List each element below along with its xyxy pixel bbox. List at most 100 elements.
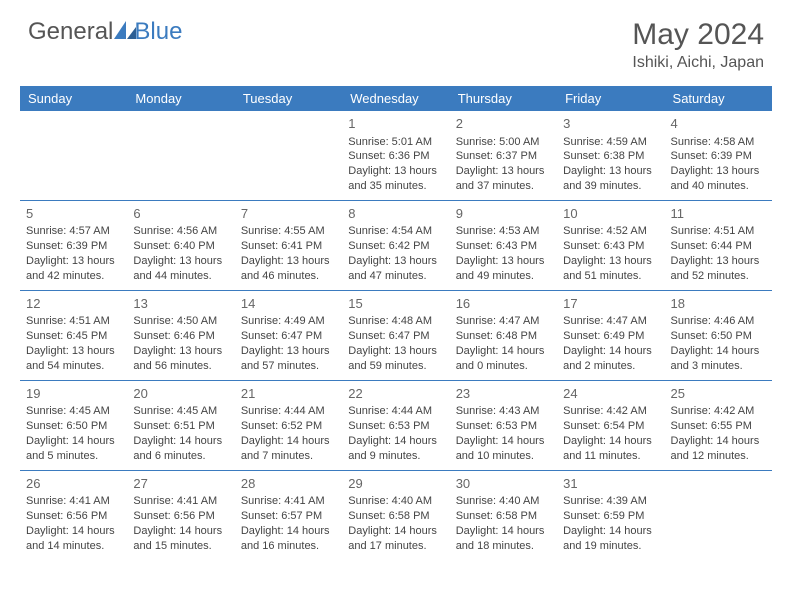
cell-text: and 14 minutes. xyxy=(26,539,121,554)
day-number: 27 xyxy=(133,475,228,493)
day-number: 13 xyxy=(133,295,228,313)
location-label: Ishiki, Aichi, Japan xyxy=(632,54,764,72)
cell-text: Sunrise: 4:51 AM xyxy=(671,224,766,239)
cell-text: Sunset: 6:40 PM xyxy=(133,239,228,254)
day-number: 16 xyxy=(456,295,551,313)
cell-text: Sunrise: 4:47 AM xyxy=(563,314,658,329)
day-number: 7 xyxy=(241,205,336,223)
cell-text: Sunset: 6:57 PM xyxy=(241,509,336,524)
calendar-cell: 29Sunrise: 4:40 AMSunset: 6:58 PMDayligh… xyxy=(342,470,449,559)
cell-text: Sunset: 6:38 PM xyxy=(563,149,658,164)
cell-text: Daylight: 14 hours xyxy=(133,524,228,539)
cell-text: Sunrise: 4:49 AM xyxy=(241,314,336,329)
cell-text: Daylight: 14 hours xyxy=(563,524,658,539)
cell-text: Sunset: 6:51 PM xyxy=(133,419,228,434)
cell-text: Sunrise: 4:59 AM xyxy=(563,135,658,150)
calendar-week-row: 5Sunrise: 4:57 AMSunset: 6:39 PMDaylight… xyxy=(20,200,772,290)
calendar-body: 1Sunrise: 5:01 AMSunset: 6:36 PMDaylight… xyxy=(20,111,772,560)
day-header: Thursday xyxy=(450,86,557,111)
calendar-cell: 2Sunrise: 5:00 AMSunset: 6:37 PMDaylight… xyxy=(450,111,557,200)
cell-text: and 6 minutes. xyxy=(133,449,228,464)
day-number: 30 xyxy=(456,475,551,493)
cell-text: Sunset: 6:43 PM xyxy=(563,239,658,254)
cell-text: Sunset: 6:56 PM xyxy=(133,509,228,524)
day-number: 18 xyxy=(671,295,766,313)
cell-text: Daylight: 13 hours xyxy=(563,254,658,269)
cell-text: Sunset: 6:54 PM xyxy=(563,419,658,434)
cell-text: and 44 minutes. xyxy=(133,269,228,284)
cell-text: and 16 minutes. xyxy=(241,539,336,554)
day-number: 19 xyxy=(26,385,121,403)
cell-text: Daylight: 14 hours xyxy=(26,524,121,539)
cell-text: Daylight: 13 hours xyxy=(348,164,443,179)
cell-text: and 19 minutes. xyxy=(563,539,658,554)
cell-text: Sunset: 6:50 PM xyxy=(26,419,121,434)
calendar-cell: 16Sunrise: 4:47 AMSunset: 6:48 PMDayligh… xyxy=(450,290,557,380)
cell-text: Daylight: 14 hours xyxy=(133,434,228,449)
calendar-cell: 31Sunrise: 4:39 AMSunset: 6:59 PMDayligh… xyxy=(557,470,664,559)
day-header: Friday xyxy=(557,86,664,111)
cell-text: Sunset: 6:59 PM xyxy=(563,509,658,524)
cell-text: Daylight: 14 hours xyxy=(456,344,551,359)
cell-text: Sunrise: 4:44 AM xyxy=(348,404,443,419)
cell-text: and 12 minutes. xyxy=(671,449,766,464)
cell-text: Daylight: 13 hours xyxy=(26,254,121,269)
calendar-head: SundayMondayTuesdayWednesdayThursdayFrid… xyxy=(20,86,772,111)
cell-text: and 7 minutes. xyxy=(241,449,336,464)
cell-text: and 42 minutes. xyxy=(26,269,121,284)
calendar-cell: 12Sunrise: 4:51 AMSunset: 6:45 PMDayligh… xyxy=(20,290,127,380)
cell-text: Sunset: 6:50 PM xyxy=(671,329,766,344)
cell-text: Daylight: 14 hours xyxy=(348,524,443,539)
cell-text: Daylight: 13 hours xyxy=(241,254,336,269)
day-number: 2 xyxy=(456,115,551,133)
cell-text: Sunrise: 4:41 AM xyxy=(241,494,336,509)
calendar-cell: 21Sunrise: 4:44 AMSunset: 6:52 PMDayligh… xyxy=(235,380,342,470)
cell-text: Sunrise: 4:42 AM xyxy=(563,404,658,419)
day-number: 17 xyxy=(563,295,658,313)
cell-text: and 40 minutes. xyxy=(671,179,766,194)
cell-text: and 49 minutes. xyxy=(456,269,551,284)
cell-text: and 2 minutes. xyxy=(563,359,658,374)
day-number: 15 xyxy=(348,295,443,313)
calendar-cell: 18Sunrise: 4:46 AMSunset: 6:50 PMDayligh… xyxy=(665,290,772,380)
calendar-cell: 8Sunrise: 4:54 AMSunset: 6:42 PMDaylight… xyxy=(342,200,449,290)
cell-text: Sunrise: 4:53 AM xyxy=(456,224,551,239)
day-number: 24 xyxy=(563,385,658,403)
calendar-table: SundayMondayTuesdayWednesdayThursdayFrid… xyxy=(20,86,772,560)
cell-text: Sunset: 6:53 PM xyxy=(348,419,443,434)
calendar-cell: 5Sunrise: 4:57 AMSunset: 6:39 PMDaylight… xyxy=(20,200,127,290)
cell-text: Sunrise: 4:58 AM xyxy=(671,135,766,150)
day-number: 12 xyxy=(26,295,121,313)
cell-text: Sunset: 6:43 PM xyxy=(456,239,551,254)
logo-text-blue: Blue xyxy=(134,18,182,45)
cell-text: Sunset: 6:36 PM xyxy=(348,149,443,164)
calendar-cell xyxy=(127,111,234,200)
cell-text: Sunrise: 4:46 AM xyxy=(671,314,766,329)
calendar-cell: 22Sunrise: 4:44 AMSunset: 6:53 PMDayligh… xyxy=(342,380,449,470)
cell-text: and 39 minutes. xyxy=(563,179,658,194)
cell-text: Daylight: 14 hours xyxy=(348,434,443,449)
cell-text: Daylight: 13 hours xyxy=(456,164,551,179)
cell-text: Daylight: 14 hours xyxy=(671,344,766,359)
day-number: 10 xyxy=(563,205,658,223)
day-number: 14 xyxy=(241,295,336,313)
cell-text: Daylight: 13 hours xyxy=(456,254,551,269)
logo: GeneralBlue xyxy=(28,18,182,46)
cell-text: and 54 minutes. xyxy=(26,359,121,374)
cell-text: Sunset: 6:46 PM xyxy=(133,329,228,344)
cell-text: Sunset: 6:58 PM xyxy=(456,509,551,524)
day-number: 29 xyxy=(348,475,443,493)
cell-text: Sunset: 6:45 PM xyxy=(26,329,121,344)
cell-text: Daylight: 14 hours xyxy=(26,434,121,449)
calendar-cell xyxy=(665,470,772,559)
calendar-week-row: 12Sunrise: 4:51 AMSunset: 6:45 PMDayligh… xyxy=(20,290,772,380)
calendar-cell: 30Sunrise: 4:40 AMSunset: 6:58 PMDayligh… xyxy=(450,470,557,559)
cell-text: Daylight: 14 hours xyxy=(456,524,551,539)
calendar-week-row: 26Sunrise: 4:41 AMSunset: 6:56 PMDayligh… xyxy=(20,470,772,559)
cell-text: Sunrise: 4:57 AM xyxy=(26,224,121,239)
cell-text: and 11 minutes. xyxy=(563,449,658,464)
cell-text: Sunset: 6:37 PM xyxy=(456,149,551,164)
cell-text: Daylight: 14 hours xyxy=(456,434,551,449)
day-header: Saturday xyxy=(665,86,772,111)
day-number: 6 xyxy=(133,205,228,223)
